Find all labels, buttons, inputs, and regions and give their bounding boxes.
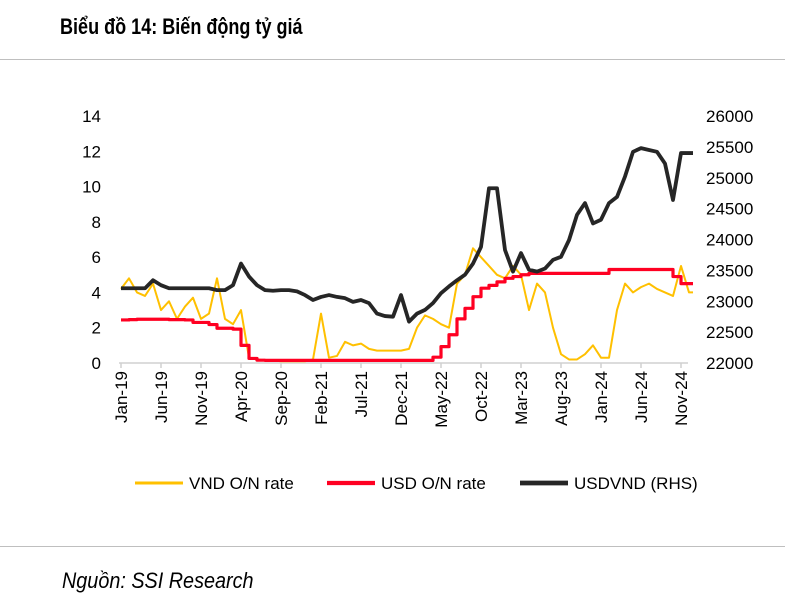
x-tick-label: Apr-20 (232, 371, 251, 422)
series-line-vnd-o-n-rate (120, 247, 693, 363)
y-right-tick-label: 23500 (706, 261, 753, 280)
y-left-tick-label: 14 (82, 107, 101, 126)
y-left-tick-label: 4 (92, 283, 101, 302)
y-right-tick-label: 22000 (706, 354, 753, 373)
x-tick-label: Jan-24 (592, 371, 611, 423)
y-right-tick-label: 25000 (706, 169, 753, 188)
y-right-tick-label: 24000 (706, 231, 753, 250)
y-right-tick-label: 22500 (706, 323, 753, 342)
y-left-tick-label: 2 (92, 319, 101, 338)
x-tick-label: Jan-19 (112, 371, 131, 423)
y-left-tick-label: 8 (92, 213, 101, 232)
chart-title: Biểu đồ 14: Biến động tỷ giá (60, 14, 303, 39)
x-tick-label: Nov-24 (672, 371, 691, 426)
title-divider (0, 59, 785, 60)
x-tick-label: May-22 (432, 371, 451, 428)
y-left-tick-label: 12 (82, 142, 101, 161)
x-tick-label: Mar-23 (512, 371, 531, 425)
y-right-tick-label: 26000 (706, 107, 753, 126)
x-tick-label: Jun-19 (152, 371, 171, 423)
source-divider (0, 546, 785, 547)
y-right-tick-label: 24500 (706, 200, 753, 219)
y-left-tick-label: 10 (82, 178, 101, 197)
x-tick-label: Jun-24 (632, 371, 651, 423)
y-right-tick-label: 25500 (706, 138, 753, 157)
x-tick-label: Feb-21 (312, 371, 331, 425)
series-line-usd-o-n-rate (121, 267, 693, 362)
x-tick-label: Aug-23 (552, 371, 571, 426)
y-right-tick-label: 23000 (706, 292, 753, 311)
legend-label: USDVND (RHS) (574, 474, 698, 493)
y-left-tick-label: 6 (92, 248, 101, 267)
x-tick-label: Sep-20 (272, 371, 291, 426)
x-tick-label: Oct-22 (472, 371, 491, 422)
x-tick-label: Jul-21 (352, 371, 371, 417)
series-line-usdvnd-rhs (121, 146, 693, 324)
legend-label: VND O/N rate (189, 474, 294, 493)
x-tick-label: Dec-21 (392, 371, 411, 426)
source-note: Nguồn: SSI Research (62, 568, 254, 593)
y-left-tick-label: 0 (92, 354, 101, 373)
x-tick-label: Nov-19 (192, 371, 211, 426)
legend-label: USD O/N rate (381, 474, 486, 493)
